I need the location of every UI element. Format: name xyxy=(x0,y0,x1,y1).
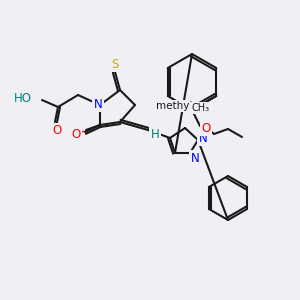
Text: methyl: methyl xyxy=(156,101,192,111)
Text: HO: HO xyxy=(14,92,32,104)
Text: O: O xyxy=(71,128,81,140)
Text: O: O xyxy=(52,124,62,137)
Text: O: O xyxy=(201,122,211,134)
Text: S: S xyxy=(111,58,119,70)
Text: N: N xyxy=(94,98,102,110)
Text: N: N xyxy=(199,131,207,145)
Text: N: N xyxy=(190,152,200,164)
Text: H: H xyxy=(151,128,159,140)
Text: CH₃: CH₃ xyxy=(191,103,209,113)
